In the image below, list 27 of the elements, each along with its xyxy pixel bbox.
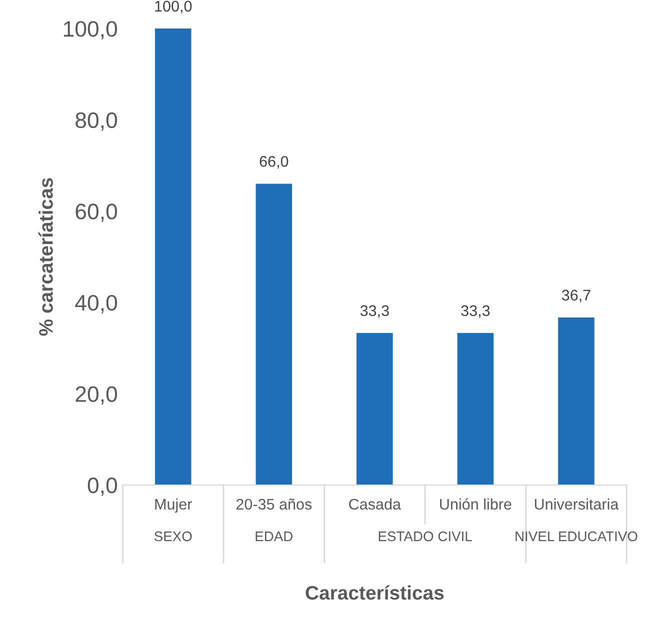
x-tick-label: Mujer [155,498,192,513]
bar [558,317,594,486]
data-label: 33,3 [360,305,389,318]
x-tick-label: Casada [349,498,402,510]
bar [154,28,192,486]
data-label: 33,3 [461,305,490,318]
y-tick-label: 20,0 [76,386,118,405]
y-tick-label: 40,0 [75,294,118,314]
data-label: 66,0 [260,156,288,169]
x-tick-label: Universitaria [534,498,619,510]
bar [256,184,292,486]
bar [457,333,494,486]
y-tick-label: 80,0 [76,112,118,131]
y-tick-label: 60,0 [76,204,118,222]
text: SEXO [154,531,192,542]
text: ESTADO CIVIL [378,531,472,542]
text: EDAD [256,532,293,542]
y-axis-title: % carcateríaticas [38,178,53,336]
y-tick-label: 100,0 [64,21,118,40]
x-axis-title: Características [306,585,444,600]
y-tick-label: 0,0 [88,478,118,496]
data-label: 36,7 [562,290,590,302]
text: NIVEL EDUCATIVO [516,531,638,542]
bar [356,333,393,486]
x-tick-label: 20-35 años [236,498,312,510]
data-label: 100,0 [155,0,192,14]
x-tick-label: Unión libre [440,498,512,510]
